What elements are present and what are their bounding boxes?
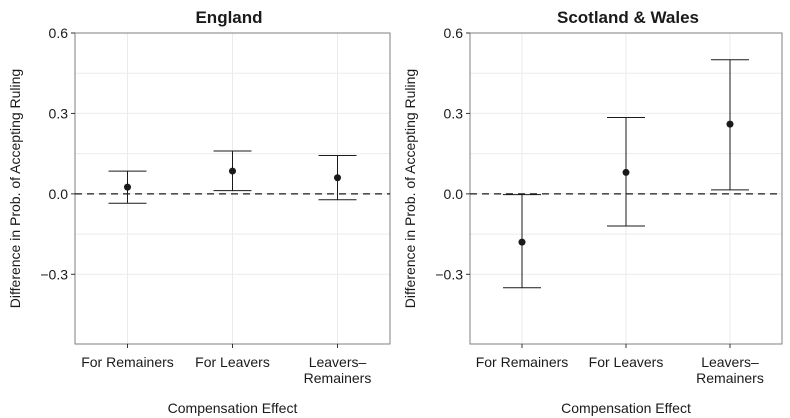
x-tick-label: For Remainers [81,354,174,370]
x-tick-label-line: Leavers– [701,354,759,370]
y-tick-label: 0.0 [49,186,69,202]
panel-title: Scotland & Wales [557,8,699,27]
y-tick-label: 0.6 [49,25,69,41]
y-tick-label: 0.6 [444,25,464,41]
x-tick-label: Leavers– Remainers [696,354,764,386]
panel-title: England [195,8,262,27]
point-estimate [518,238,526,246]
x-axis-label: Compensation Effect [168,400,298,416]
x-tick-label-line: For Leavers [195,354,270,370]
y-tick-label: 0.3 [49,105,69,121]
x-tick-label: For Remainers [476,354,569,370]
y-tick-label: 0.3 [444,105,464,121]
x-tick-label-line: Remainers [304,370,372,386]
y-tick-label: 0.0 [444,186,464,202]
x-axis-label: Compensation Effect [561,400,691,416]
point-estimate [124,183,131,191]
x-tick-label-line: For Remainers [476,354,569,370]
chart-panel-1: England 0.6 0.3 0.0 −0.3 For Remainers For Lea… [7,8,391,416]
y-axis-label: Difference in Prob. of Accepting Ruling [402,69,418,308]
point-estimate [229,167,236,175]
x-tick-label: For Leavers [589,354,664,370]
x-tick-label: Leavers– Remainers [304,354,372,386]
point-estimate [726,120,734,128]
y-tick-label: −0.3 [40,266,68,282]
x-tick-label-line: Leavers– [309,354,367,370]
x-tick-label: For Leavers [195,354,270,370]
chart-panel-2: Scotland & Wales 0.6 0.3 0.0 −0.3 For Remaine… [402,8,783,416]
x-tick-label-line: For Leavers [589,354,664,370]
y-tick-label: −0.3 [435,266,463,282]
point-estimate [622,168,630,176]
x-tick-label-line: For Remainers [81,354,174,370]
y-axis-label: Difference in Prob. of Accepting Ruling [7,69,23,308]
point-estimate [334,174,341,182]
x-tick-label-line: Remainers [696,370,764,386]
